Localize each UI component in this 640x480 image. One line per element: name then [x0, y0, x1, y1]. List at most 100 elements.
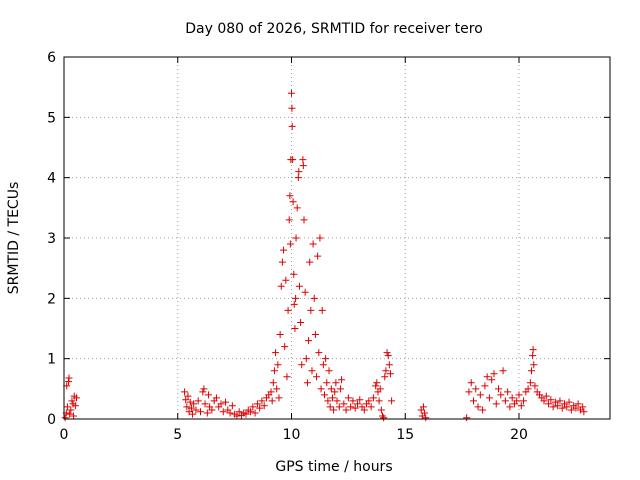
data-point — [380, 414, 388, 422]
data-point — [323, 379, 331, 387]
data-point — [297, 318, 305, 326]
data-point — [204, 391, 212, 399]
y-tick-label: 6 — [47, 50, 56, 66]
data-point — [542, 392, 550, 400]
data-point — [285, 216, 293, 224]
data-point — [372, 382, 380, 390]
data-point — [197, 408, 204, 416]
data-point — [474, 403, 482, 411]
data-point — [268, 397, 276, 405]
data-point — [365, 397, 373, 405]
data-point — [283, 373, 291, 381]
data-point — [530, 361, 538, 369]
y-tick-label: 3 — [47, 231, 56, 247]
x-tick-label: 10 — [283, 427, 301, 443]
data-point — [308, 367, 316, 375]
data-point — [292, 294, 300, 302]
data-point — [529, 346, 537, 354]
data-point — [200, 385, 208, 393]
data-point — [73, 394, 81, 402]
data-point — [182, 396, 190, 404]
data-point — [497, 391, 505, 399]
data-point — [186, 398, 194, 406]
data-point — [319, 361, 327, 369]
data-point — [260, 402, 268, 410]
data-point — [183, 403, 191, 411]
data-point — [377, 406, 385, 414]
data-point — [524, 385, 532, 393]
data-point — [545, 400, 553, 408]
data-point — [327, 385, 335, 393]
data-point — [463, 414, 471, 422]
data-point — [376, 385, 384, 393]
data-point — [338, 376, 346, 384]
data-point — [288, 104, 296, 112]
data-point — [295, 168, 303, 176]
data-point — [277, 282, 285, 290]
y-tick-label: 4 — [47, 171, 56, 187]
data-point — [558, 404, 566, 412]
data-point — [284, 306, 292, 314]
data-point — [421, 409, 429, 417]
data-point — [369, 394, 377, 402]
data-point — [483, 373, 491, 381]
data-point — [280, 246, 288, 254]
data-point — [379, 412, 386, 420]
data-point — [189, 410, 197, 418]
data-point — [68, 397, 76, 405]
data-point — [540, 397, 548, 405]
data-point — [258, 397, 266, 405]
data-point — [251, 409, 259, 417]
data-point — [298, 361, 306, 369]
data-point — [302, 355, 310, 363]
data-point — [335, 403, 343, 411]
data-point — [187, 404, 195, 412]
data-point — [467, 379, 475, 387]
data-point — [572, 404, 580, 412]
data-point — [340, 400, 348, 408]
data-point — [203, 409, 211, 417]
x-tick-label: 20 — [510, 427, 528, 443]
data-point — [292, 234, 300, 242]
data-point — [479, 406, 487, 414]
data-point — [288, 122, 296, 130]
data-point — [332, 379, 340, 387]
data-point — [419, 403, 427, 411]
data-point — [574, 400, 582, 408]
data-point — [247, 408, 255, 416]
data-point — [269, 379, 277, 387]
data-point — [356, 396, 364, 404]
data-point — [328, 394, 336, 402]
plot-frame — [63, 56, 611, 420]
data-point — [353, 400, 361, 408]
data-point — [190, 400, 198, 408]
data-point — [325, 367, 333, 375]
data-point — [382, 367, 390, 375]
data-point — [286, 192, 294, 200]
data-point — [275, 394, 283, 402]
data-point — [233, 412, 241, 420]
data-point — [281, 343, 289, 351]
data-point — [219, 408, 227, 416]
data-point — [294, 174, 302, 182]
data-point — [351, 404, 359, 412]
data-point — [300, 216, 308, 224]
x-axis-label: GPS time / hours — [275, 459, 392, 475]
y-axis-label: SRMTID / TECUs — [6, 182, 22, 295]
data-point — [508, 394, 516, 402]
data-point — [465, 388, 473, 396]
data-point — [326, 403, 334, 411]
data-point — [526, 379, 534, 387]
data-point — [373, 379, 381, 387]
data-point — [495, 385, 503, 393]
axis-ticks: 0 5 10 15 20 0 1 2 3 4 5 6 — [47, 50, 610, 443]
data-point — [299, 162, 307, 170]
data-point — [194, 397, 202, 405]
data-point — [278, 258, 286, 266]
data-point — [303, 379, 311, 387]
data-point — [517, 402, 525, 410]
data-point — [270, 367, 278, 375]
data-point — [290, 270, 298, 278]
data-point — [386, 370, 394, 378]
data-point — [63, 403, 71, 411]
